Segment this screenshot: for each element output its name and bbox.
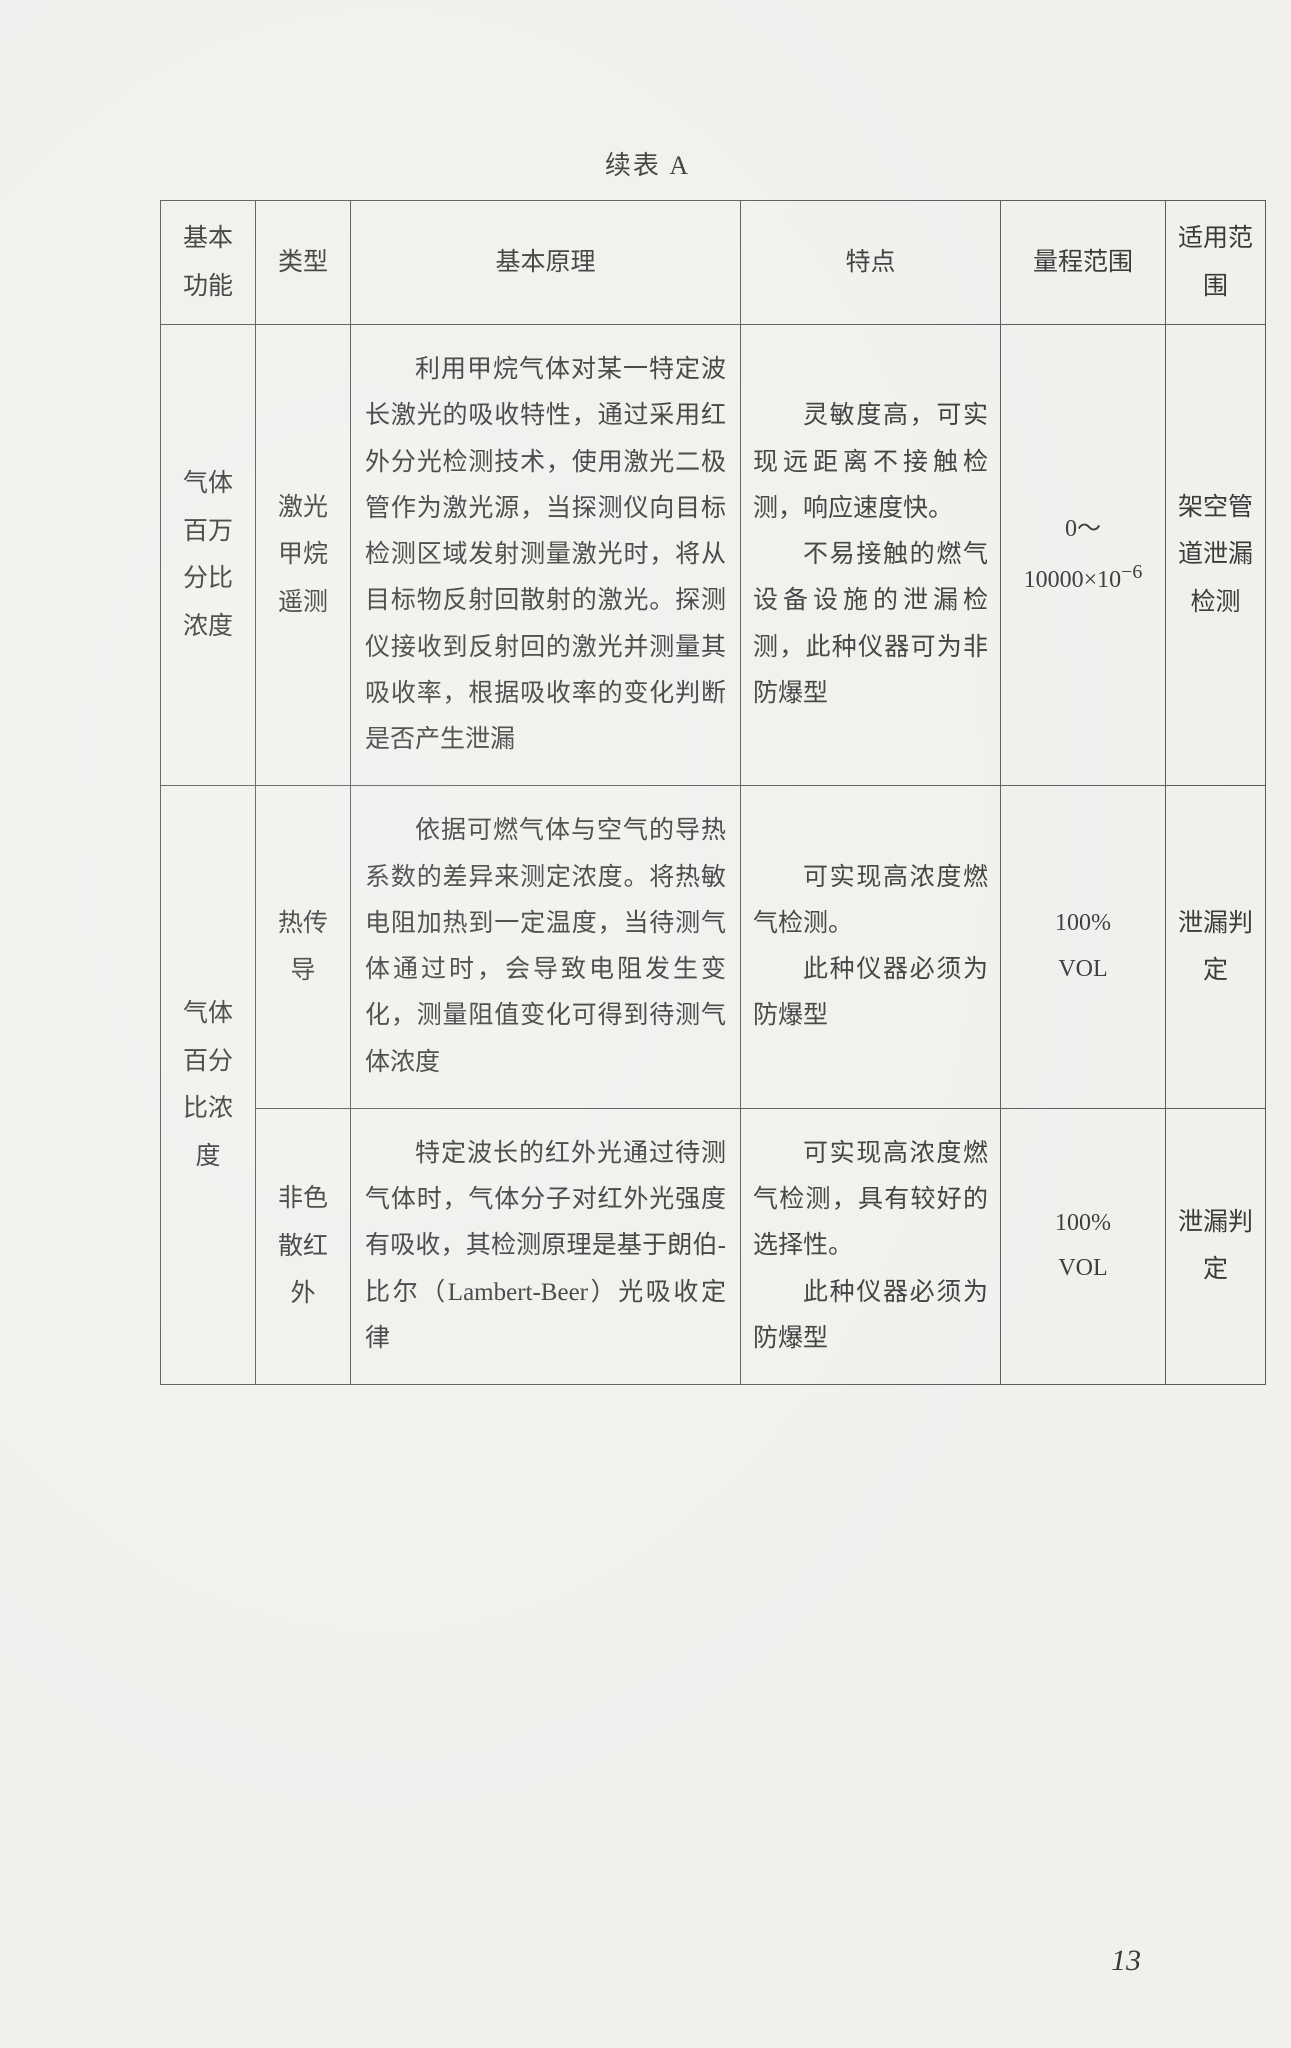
cell-range: 0～10000×10−6 [1001, 325, 1166, 786]
cell-feature: 可实现高浓度燃气检测。 此种仪器必须为防爆型 [741, 786, 1001, 1109]
header-feature: 特点 [741, 201, 1001, 325]
header-principle: 基本原理 [351, 201, 741, 325]
cell-scope: 架空管道泄漏检测 [1166, 325, 1266, 786]
cell-type: 激光甲烷遥测 [256, 325, 351, 786]
cell-range: 100%VOL [1001, 786, 1166, 1109]
header-type: 类型 [256, 201, 351, 325]
header-scope: 适用范围 [1166, 201, 1266, 325]
table-row: 气体百分比浓度 热传导 依据可燃气体与空气的导热系数的差异来测定浓度。将热敏电阻… [161, 786, 1266, 1109]
table-caption: 续表 A [160, 145, 1135, 182]
cell-func: 气体百万分比浓度 [161, 325, 256, 786]
cell-type: 非色散红外 [256, 1108, 351, 1384]
table-header-row: 基本功能 类型 基本原理 特点 量程范围 适用范围 [161, 201, 1266, 325]
cell-scope: 泄漏判定 [1166, 786, 1266, 1109]
cell-feature: 可实现高浓度燃气检测，具有较好的选择性。 此种仪器必须为防爆型 [741, 1108, 1001, 1384]
cell-principle: 利用甲烷气体对某一特定波长激光的吸收特性，通过采用红外分光检测技术，使用激光二极… [351, 325, 741, 786]
page-content: 续表 A 基本功能 类型 基本原理 特点 量程范围 适用范围 气体百万分比浓度 [160, 145, 1135, 1385]
cell-principle: 特定波长的红外光通过待测气体时，气体分子对红外光强度有吸收，其检测原理是基于朗伯… [351, 1108, 741, 1384]
header-func: 基本功能 [161, 201, 256, 325]
cell-feature: 灵敏度高，可实现远距离不接触检测，响应速度快。 不易接触的燃气设备设施的泄漏检测… [741, 325, 1001, 786]
header-range: 量程范围 [1001, 201, 1166, 325]
table-row: 气体百万分比浓度 激光甲烷遥测 利用甲烷气体对某一特定波长激光的吸收特性，通过采… [161, 325, 1266, 786]
cell-range: 100%VOL [1001, 1108, 1166, 1384]
cell-scope: 泄漏判定 [1166, 1108, 1266, 1384]
page-number: 13 [1111, 1944, 1141, 1978]
cell-principle: 依据可燃气体与空气的导热系数的差异来测定浓度。将热敏电阻加热到一定温度，当待测气… [351, 786, 741, 1109]
cell-type: 热传导 [256, 786, 351, 1109]
table-row: 非色散红外 特定波长的红外光通过待测气体时，气体分子对红外光强度有吸收，其检测原… [161, 1108, 1266, 1384]
cell-func: 气体百分比浓度 [161, 786, 256, 1385]
continuation-table: 基本功能 类型 基本原理 特点 量程范围 适用范围 气体百万分比浓度 激光甲烷遥… [160, 200, 1266, 1385]
